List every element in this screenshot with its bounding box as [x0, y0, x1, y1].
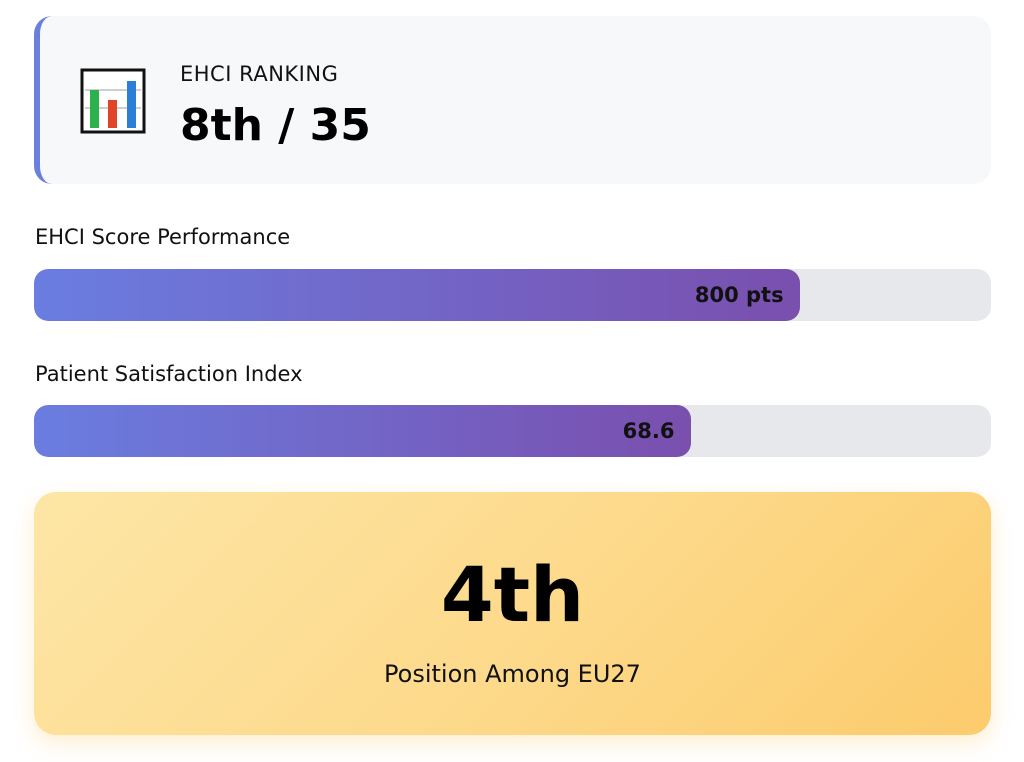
ehci-score-value: 800 pts [694, 283, 784, 307]
ranking-value: 8th / 35 [180, 100, 371, 151]
ehci-score-progress-bar: 800 pts [34, 269, 991, 321]
eu27-position-card: 4th Position Among EU27 [34, 492, 991, 735]
ehci-score-label: EHCI Score Performance [35, 225, 291, 249]
ranking-card: EHCI RANKING 8th / 35 [34, 16, 991, 184]
ehci-score-progress-fill: 800 pts [34, 269, 800, 321]
ranking-label: EHCI RANKING [180, 62, 339, 86]
eu27-position-value: 4th [440, 550, 585, 639]
patient-satisfaction-progress-fill: 68.6 [34, 405, 691, 457]
patient-satisfaction-progress-bar: 68.6 [34, 405, 991, 457]
eu27-position-caption: Position Among EU27 [384, 660, 641, 688]
patient-satisfaction-value: 68.6 [622, 419, 675, 443]
bar-chart-icon [80, 68, 146, 134]
patient-satisfaction-label: Patient Satisfaction Index [35, 362, 303, 386]
